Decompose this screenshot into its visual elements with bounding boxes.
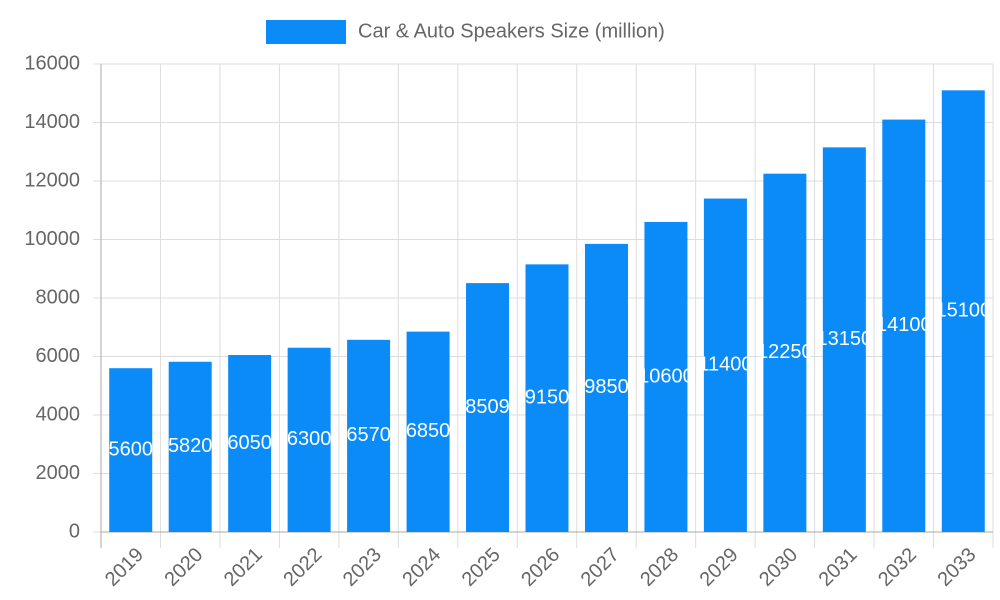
x-tick-label: 2020 [160,544,207,591]
data-label: 9850 [584,376,629,398]
data-label: 5600 [108,438,153,460]
x-tick-label: 2024 [398,544,445,591]
x-tick-label: 2026 [517,544,564,591]
y-tick-label: 16000 [24,52,80,74]
bar [406,331,450,532]
data-label: 9150 [525,386,570,408]
y-tick-label: 8000 [36,286,81,308]
x-tick-label: 2023 [339,544,386,591]
data-label: 6300 [287,428,332,450]
bar [882,119,926,532]
data-label: 11400 [698,354,752,376]
legend-swatch [266,20,346,44]
x-tick-label: 2022 [279,544,326,591]
data-label: 8509 [465,396,510,418]
bar [763,173,807,532]
x-tick-label: 2025 [458,544,505,591]
bar [644,221,688,532]
x-tick-label: 2029 [696,544,743,591]
data-label: 15100 [935,299,991,321]
bar [525,264,569,532]
data-label: 14100 [876,314,932,336]
x-tick-label: 2030 [755,544,802,591]
y-tick-label: 6000 [36,345,81,367]
data-label: 6850 [406,420,451,442]
data-label: 6570 [346,424,391,446]
x-tick-label: 2027 [577,544,624,591]
bar [941,90,985,532]
bar [168,361,212,532]
y-tick-label: 2000 [36,462,81,484]
y-tick-label: 10000 [24,228,80,250]
x-tick-label: 2019 [101,544,148,591]
bar [109,368,153,532]
bar [228,355,272,532]
y-tick-label: 4000 [36,403,81,425]
data-label: 12250 [757,341,813,363]
x-tick-label: 2031 [815,544,862,591]
y-tick-label: 14000 [24,111,80,133]
x-tick-label: 2028 [636,544,683,591]
x-tick-label: 2021 [220,544,267,591]
x-tick-label: 2033 [934,544,981,591]
data-label: 13150 [817,328,873,350]
bar [347,339,391,532]
legend-label: Car & Auto Speakers Size (million) [358,20,665,42]
bar [703,198,747,533]
y-tick-label: 0 [69,520,80,542]
y-tick-label: 12000 [24,169,80,191]
bar [822,147,866,533]
data-label: 5820 [168,435,213,457]
bar [466,283,510,532]
data-label: 10600 [638,365,694,387]
data-label: 6050 [227,432,272,454]
bar [287,347,331,532]
x-tick-label: 2032 [874,544,921,591]
bar [584,243,628,532]
